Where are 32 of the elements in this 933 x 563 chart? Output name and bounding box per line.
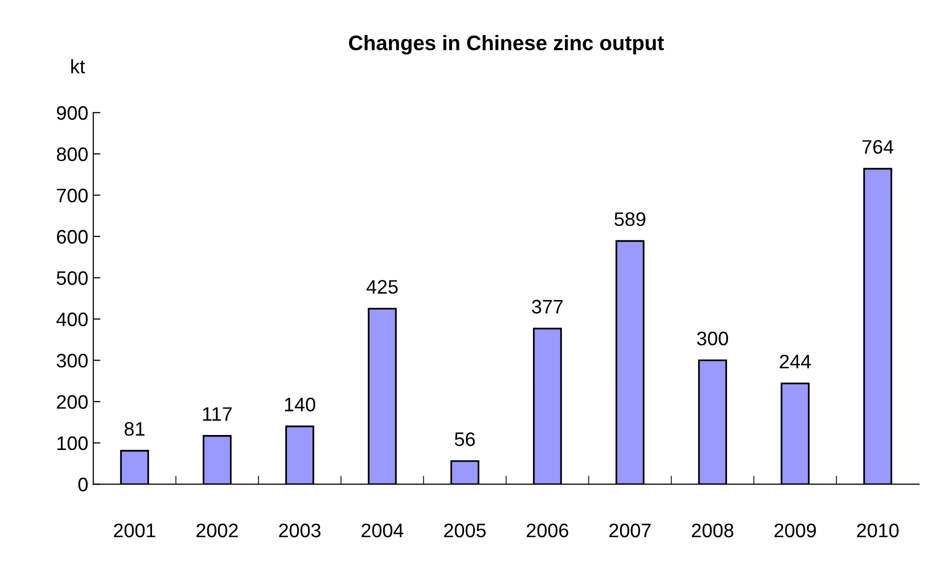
y-tick-label: 500 (56, 271, 88, 285)
y-tick-label: 900 (56, 106, 88, 120)
chart-title: Changes in Chinese zinc output (349, 35, 664, 55)
data-label: 140 (284, 398, 316, 412)
x-tick-label: 2006 (526, 524, 568, 538)
x-tick-label: 2010 (857, 524, 899, 538)
y-tick-label: 0 (78, 478, 88, 492)
y-tick-label: 200 (56, 395, 88, 409)
y-tick-label: 300 (56, 354, 88, 368)
data-label: 377 (532, 300, 563, 314)
data-label: 244 (780, 354, 811, 368)
x-tick-label: 2001 (114, 524, 156, 538)
data-label: 425 (366, 280, 398, 294)
y-tick-label: 100 (57, 436, 88, 450)
x-tick-label: 2003 (279, 524, 320, 538)
y-axis-title: kt (71, 59, 85, 74)
x-tick-label: 2005 (444, 524, 486, 538)
y-tick-label: 800 (56, 147, 88, 162)
x-tick-label: 2008 (692, 524, 734, 538)
data-label: 117 (203, 407, 232, 421)
data-label: 764 (862, 140, 894, 154)
x-tick-label: 2002 (196, 524, 238, 538)
data-label: 56 (454, 432, 475, 446)
y-tick-label: 600 (56, 230, 88, 244)
data-label: 589 (614, 212, 646, 226)
y-tick-label: 700 (56, 188, 88, 202)
data-label: 300 (697, 332, 728, 346)
y-tick-label: 400 (56, 312, 88, 326)
x-tick-label: 2004 (362, 524, 404, 538)
x-tick-label: 2007 (609, 524, 651, 538)
data-label: 81 (124, 422, 144, 436)
x-tick-label: 2009 (774, 524, 816, 538)
